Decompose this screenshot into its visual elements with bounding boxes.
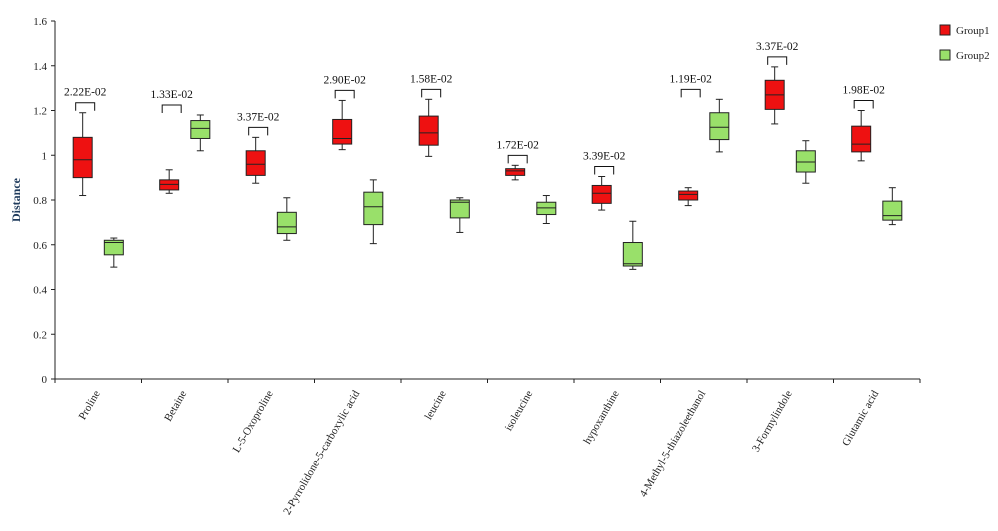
significance-bracket bbox=[507, 154, 528, 164]
p-value-label: 3.37E-02 bbox=[756, 41, 799, 53]
box-group1 bbox=[851, 110, 872, 162]
box-iqr bbox=[882, 200, 903, 221]
box-iqr bbox=[851, 125, 872, 153]
y-axis: 0 0.2 0.4 0.6 0.8 1 1.2 1.4 1.6 bbox=[33, 16, 56, 386]
box-iqr bbox=[678, 190, 699, 201]
legend-swatch bbox=[939, 24, 951, 36]
box-group2 bbox=[795, 140, 816, 184]
box-group2 bbox=[103, 237, 124, 268]
y-tick-label: 0.4 bbox=[33, 285, 47, 297]
box-group2 bbox=[276, 197, 297, 241]
p-value-label: 1.72E-02 bbox=[496, 139, 539, 151]
box-iqr bbox=[159, 179, 180, 191]
x-ticks: Proline Betaine L-5-Oxoproline 2-Pyrrolidon… bbox=[54, 379, 921, 517]
y-tick-label: 1.2 bbox=[33, 106, 47, 118]
x-axis: Proline Betaine L-5-Oxoproline 2-Pyrrolidon… bbox=[54, 378, 921, 517]
box-iqr bbox=[709, 112, 730, 141]
p-value-label: 2.90E-02 bbox=[323, 74, 366, 86]
y-tick-label: 1 bbox=[42, 150, 48, 162]
y-tick-label: 0.2 bbox=[33, 329, 47, 341]
p-value-label: 1.58E-02 bbox=[410, 73, 453, 85]
box-group2 bbox=[882, 187, 903, 226]
box-group1 bbox=[72, 112, 93, 197]
box-group2 bbox=[709, 98, 730, 153]
box-group1 bbox=[332, 99, 353, 151]
p-value-label: 1.98E-02 bbox=[842, 85, 885, 97]
box-group1 bbox=[678, 187, 699, 207]
box-group1 bbox=[505, 164, 526, 181]
box-iqr bbox=[795, 150, 816, 173]
x-category-label: hypoxanthine bbox=[582, 388, 622, 446]
y-tick-label: 0 bbox=[42, 374, 48, 386]
box-iqr bbox=[505, 168, 526, 176]
x-category-label: Betaine bbox=[162, 388, 189, 423]
y-tick-label: 0.6 bbox=[33, 240, 47, 252]
significance-bracket bbox=[421, 88, 442, 98]
significance-bracket bbox=[248, 126, 269, 136]
box-group2 bbox=[622, 220, 643, 270]
x-category-label: isoleucine bbox=[503, 388, 536, 433]
box-iqr bbox=[363, 191, 384, 226]
box-plots bbox=[72, 66, 903, 270]
y-tick-label: 1.6 bbox=[33, 16, 47, 28]
x-category-label: 2-Pyrrolidone-5-carboxylic acid bbox=[281, 388, 362, 517]
significance-bracket bbox=[853, 100, 874, 109]
box-iqr bbox=[418, 115, 439, 146]
x-category-label: L-5-Oxoproline bbox=[231, 388, 276, 454]
box-group1 bbox=[159, 169, 180, 194]
x-category-label: 4-Methyl-5-thiazoleethanol bbox=[637, 389, 708, 500]
legend-label: Group1 bbox=[956, 25, 990, 37]
significance-bracket bbox=[680, 88, 701, 98]
box-iqr bbox=[591, 184, 612, 204]
legend: Group1 Group2 bbox=[939, 24, 990, 62]
legend-swatch bbox=[939, 49, 951, 61]
significance-bracket bbox=[334, 89, 355, 99]
box-iqr bbox=[332, 118, 353, 145]
significance-bracket bbox=[767, 56, 788, 65]
y-axis-label: Distance bbox=[9, 177, 23, 222]
p-value-label: 3.37E-02 bbox=[237, 111, 280, 123]
significance-bracket bbox=[161, 104, 182, 113]
box-group2 bbox=[536, 195, 557, 224]
box-group2 bbox=[363, 179, 384, 245]
box-iqr bbox=[72, 136, 93, 179]
box-group1 bbox=[764, 66, 785, 125]
significance-annotations: 2.22E-02 1.33E-02 3.37E-02 2.90E-02 1.58E-02… bbox=[64, 41, 885, 175]
p-value-label: 3.39E-02 bbox=[583, 151, 626, 163]
x-category-label: 3-Formylindole bbox=[750, 388, 795, 454]
p-value-label: 1.33E-02 bbox=[150, 89, 193, 101]
legend-label: Group2 bbox=[956, 50, 990, 62]
box-iqr bbox=[103, 239, 124, 256]
y-tick-label: 1.4 bbox=[33, 61, 47, 73]
box-iqr bbox=[190, 120, 211, 139]
p-value-label: 1.19E-02 bbox=[669, 73, 712, 85]
box-iqr bbox=[449, 199, 470, 219]
box-group1 bbox=[418, 98, 439, 157]
box-iqr bbox=[276, 211, 297, 235]
significance-bracket bbox=[594, 166, 615, 175]
box-group2 bbox=[190, 114, 211, 152]
box-iqr bbox=[245, 150, 266, 176]
x-category-label: Proline bbox=[77, 388, 103, 422]
y-tick-label: 0.8 bbox=[33, 195, 47, 207]
box-group1 bbox=[245, 136, 266, 184]
y-ticks: 0 0.2 0.4 0.6 0.8 1 1.2 1.4 1.6 bbox=[33, 16, 55, 386]
significance-bracket bbox=[75, 102, 96, 111]
x-category-label: Glutamic acid bbox=[840, 388, 882, 448]
box-iqr bbox=[622, 242, 643, 267]
box-group2 bbox=[449, 197, 470, 233]
x-category-label: leucine bbox=[423, 388, 449, 422]
p-value-label: 2.22E-02 bbox=[64, 87, 107, 99]
box-group1 bbox=[591, 176, 612, 211]
box-iqr bbox=[536, 201, 557, 216]
